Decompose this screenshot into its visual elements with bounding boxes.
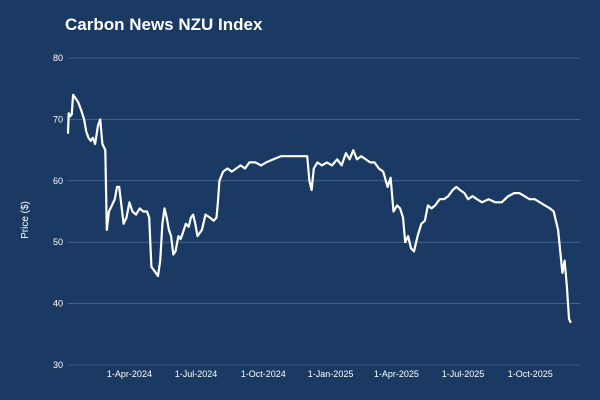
- gridlines: [68, 57, 580, 366]
- y-tick-label: 70: [53, 114, 63, 124]
- x-tick-label: 1-Oct-2024: [241, 369, 286, 379]
- chart-title: Carbon News NZU Index: [65, 15, 263, 34]
- y-axis-ticks: 30 40 50 60 70 80: [53, 53, 63, 370]
- x-tick-label: 1-Jul-2025: [442, 369, 485, 379]
- x-tick-label: 1-Jan-2025: [308, 369, 354, 379]
- y-axis-label: Price ($): [20, 201, 31, 239]
- series-line: [66, 93, 572, 324]
- x-tick-label: 1-Oct-2025: [508, 369, 553, 379]
- series-layer: [66, 93, 572, 324]
- x-tick-label: 1-Jul-2024: [175, 369, 218, 379]
- y-tick-label: 50: [53, 237, 63, 247]
- x-axis-ticks: 1-Apr-2024 1-Jul-2024 1-Oct-2024 1-Jan-2025…: [107, 369, 553, 379]
- y-tick-label: 40: [53, 299, 63, 309]
- x-tick-label: 1-Apr-2025: [374, 369, 419, 379]
- y-tick-label: 30: [53, 360, 63, 370]
- x-tick-label: 1-Apr-2024: [107, 369, 152, 379]
- y-tick-label: 80: [53, 53, 63, 63]
- y-tick-label: 60: [53, 176, 63, 186]
